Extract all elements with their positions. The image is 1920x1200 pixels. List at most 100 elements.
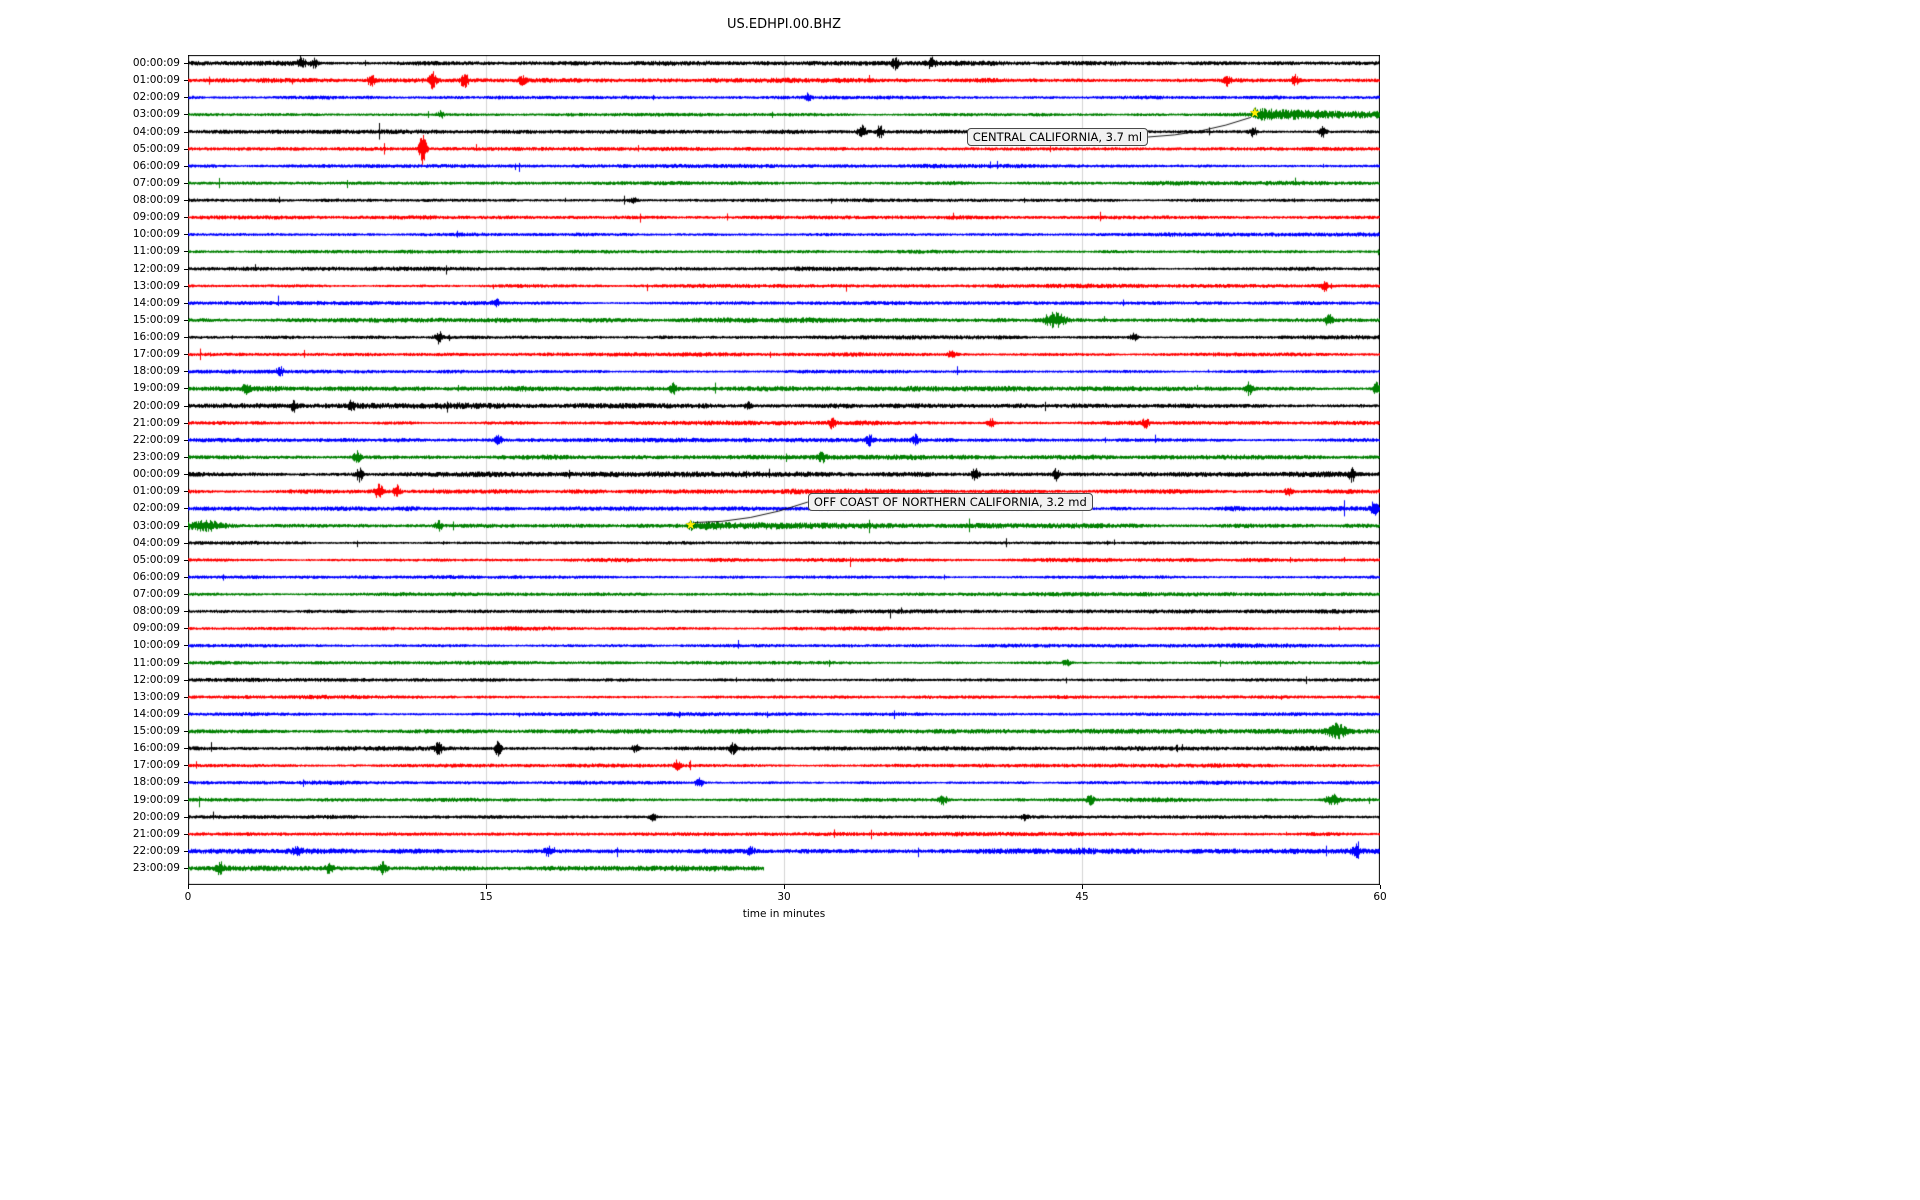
row-time-label: 04:00:09 (132, 536, 180, 549)
y-tick (184, 422, 188, 424)
event-annotation-label: OFF COAST OF NORTHERN CALIFORNIA, 3.2 md (813, 494, 1087, 509)
row-time-label: 15:00:09 (132, 313, 180, 326)
row-time-label: 03:00:09 (132, 519, 180, 532)
row-time-label: 16:00:09 (132, 742, 180, 755)
plot-title: US.EDHPI.00.BHZ (727, 17, 841, 32)
y-tick (184, 371, 188, 373)
y-tick (184, 491, 188, 493)
row-time-label: 21:00:09 (132, 827, 180, 840)
y-tick (184, 850, 188, 852)
y-tick (184, 782, 188, 784)
y-tick (184, 662, 188, 664)
y-tick (184, 97, 188, 99)
x-tick (188, 885, 189, 889)
y-tick (184, 319, 188, 321)
row-time-label: 01:00:09 (132, 74, 180, 87)
y-tick (184, 645, 188, 647)
y-tick (184, 234, 188, 236)
x-tick-label: 0 (184, 891, 192, 903)
row-time-label: 13:00:09 (132, 279, 180, 292)
y-tick (184, 63, 188, 64)
y-tick (184, 868, 188, 870)
y-tick (184, 525, 188, 527)
row-time-label: 11:00:09 (132, 245, 180, 258)
y-tick (184, 217, 188, 219)
row-time-label: 06:00:09 (132, 570, 180, 583)
y-tick (184, 833, 188, 835)
row-time-label: 06:00:09 (132, 159, 180, 172)
row-time-label: 19:00:09 (132, 382, 180, 395)
row-time-label: 11:00:09 (132, 656, 180, 669)
row-time-label: 07:00:09 (132, 176, 180, 189)
row-time-label: 08:00:09 (132, 194, 180, 207)
y-tick (184, 559, 188, 561)
y-tick (184, 131, 188, 133)
row-time-label: 19:00:09 (132, 793, 180, 806)
x-tick (1082, 885, 1083, 889)
row-time-label: 02:00:09 (132, 91, 180, 104)
row-time-label: 03:00:09 (132, 108, 180, 121)
row-time-label: 07:00:09 (132, 588, 180, 601)
y-tick (184, 456, 188, 458)
row-time-label: 17:00:09 (132, 348, 180, 361)
y-tick (184, 611, 188, 613)
row-time-label: 18:00:09 (132, 776, 180, 789)
y-tick (184, 302, 188, 304)
y-tick (184, 576, 188, 578)
row-time-label: 02:00:09 (132, 502, 180, 515)
event-star-icon: ★ (684, 517, 697, 533)
row-time-label: 10:00:09 (132, 228, 180, 241)
row-time-label: 17:00:09 (132, 759, 180, 772)
row-time-label: 08:00:09 (132, 605, 180, 618)
x-axis-label: time in minutes (742, 908, 826, 920)
row-time-label: 20:00:09 (132, 399, 180, 412)
y-tick (184, 508, 188, 510)
y-tick (184, 594, 188, 596)
y-tick (184, 165, 188, 167)
row-time-label: 21:00:09 (132, 416, 180, 429)
event-star-icon: ★ (1249, 106, 1261, 122)
y-tick (184, 251, 188, 253)
event-annotation: CENTRAL CALIFORNIA, 3.7 ml (966, 127, 1149, 146)
row-time-label: 22:00:09 (132, 433, 180, 446)
x-tick (486, 885, 487, 889)
y-tick (184, 285, 188, 287)
y-tick (184, 388, 188, 390)
y-tick (184, 748, 188, 750)
y-tick (184, 696, 188, 698)
y-tick (184, 405, 188, 407)
y-tick (184, 679, 188, 681)
x-tick (1380, 885, 1381, 889)
y-tick (184, 628, 188, 630)
x-tick-label: 30 (777, 891, 791, 903)
row-time-label: 23:00:09 (132, 450, 180, 463)
event-annotation-label: CENTRAL CALIFORNIA, 3.7 ml (972, 129, 1143, 144)
row-time-label: 15:00:09 (132, 725, 180, 738)
row-time-label: 10:00:09 (132, 639, 180, 652)
row-time-label: 14:00:09 (132, 707, 180, 720)
event-annotation: OFF COAST OF NORTHERN CALIFORNIA, 3.2 md (807, 492, 1093, 511)
row-time-label: 23:00:09 (132, 862, 180, 875)
row-time-label: 13:00:09 (132, 690, 180, 703)
row-time-label: 12:00:09 (132, 262, 180, 275)
y-tick (184, 114, 188, 116)
row-time-label: 09:00:09 (132, 622, 180, 635)
row-time-label: 14:00:09 (132, 296, 180, 309)
y-tick (184, 337, 188, 339)
row-time-label: 00:00:09 (132, 57, 180, 69)
waveform-canvas (188, 55, 1380, 885)
y-tick (184, 182, 188, 184)
y-tick (184, 731, 188, 733)
y-tick (184, 148, 188, 150)
y-tick (184, 200, 188, 202)
row-time-label: 16:00:09 (132, 331, 180, 344)
y-tick (184, 765, 188, 767)
y-tick (184, 268, 188, 270)
y-tick (184, 439, 188, 441)
y-tick (184, 542, 188, 544)
y-tick (184, 354, 188, 356)
row-time-label: 05:00:09 (132, 142, 180, 155)
x-tick (784, 885, 785, 889)
y-tick (184, 80, 188, 82)
y-tick (184, 474, 188, 476)
